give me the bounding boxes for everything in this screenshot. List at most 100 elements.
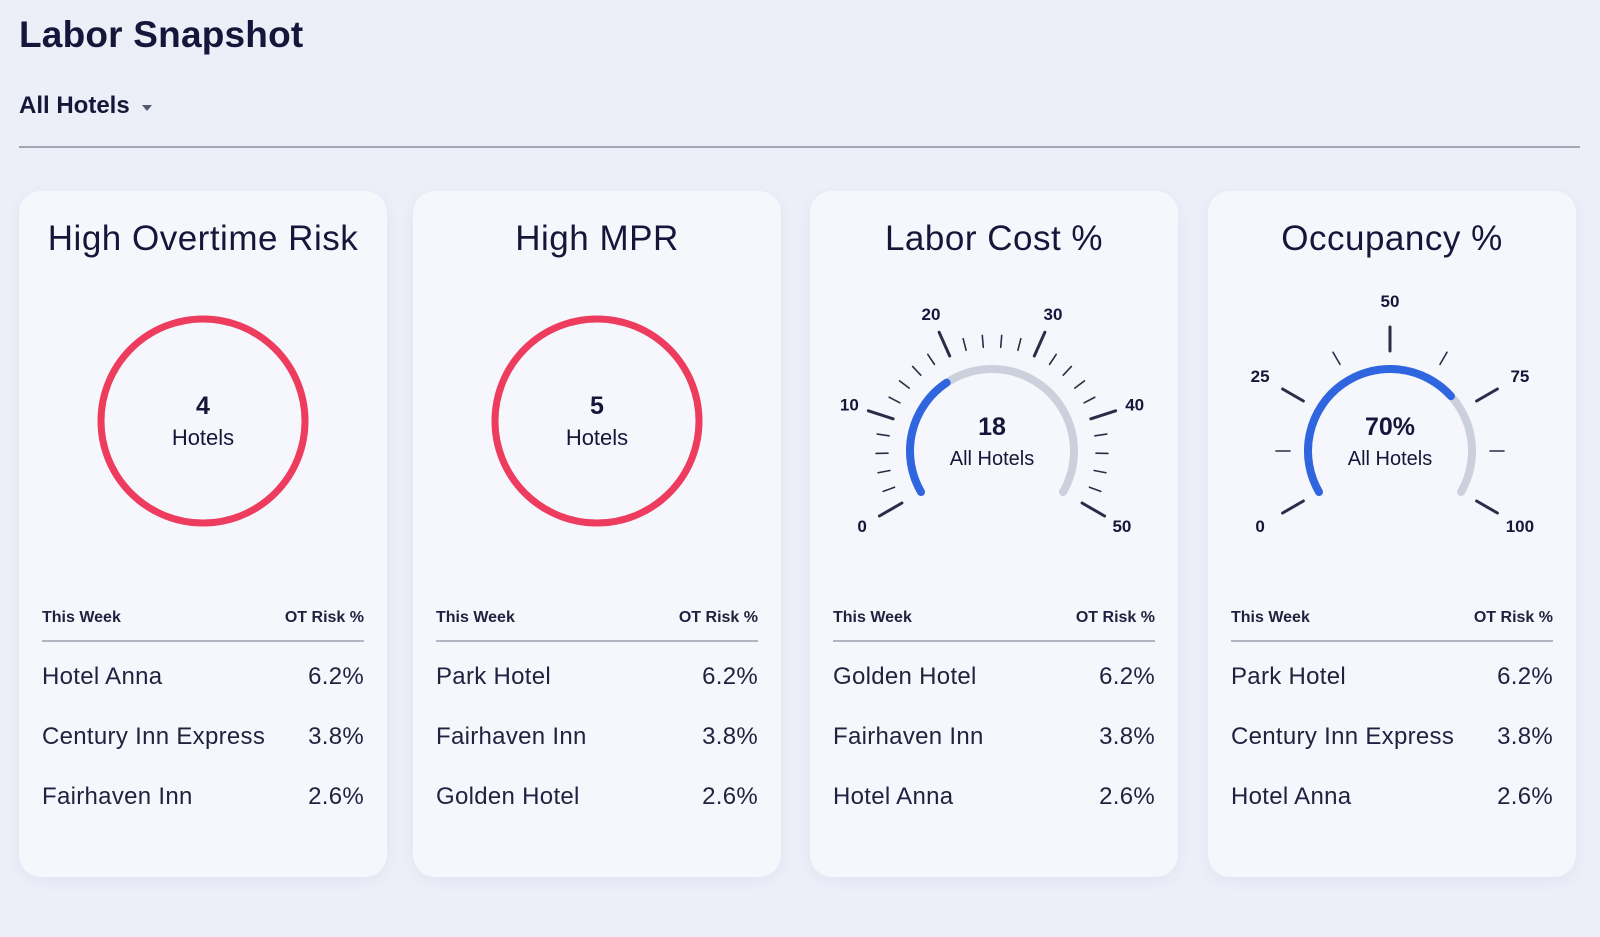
card-title: Labor Cost % [884, 219, 1104, 258]
hotel-value: 3.8% [1497, 723, 1553, 750]
gauge-value: 18 [978, 413, 1006, 441]
table-row: Century Inn Express 3.8% [1231, 723, 1553, 751]
column-this-week: This Week [833, 609, 912, 626]
hotel-name: Fairhaven Inn [42, 783, 193, 810]
table-row: Golden Hotel 2.6% [436, 783, 758, 811]
gauge-minor-tick [1062, 365, 1073, 376]
card-title: Occupancy % [1281, 219, 1503, 258]
gauge-tick-label: 100 [1506, 517, 1534, 536]
gauge-minor-tick [1094, 433, 1108, 437]
column-this-week: This Week [436, 609, 515, 626]
gauge-minor-tick [1048, 353, 1057, 366]
table-divider [1231, 640, 1553, 642]
table-header: This Week OT Risk % [1231, 609, 1553, 627]
hotel-name: Golden Hotel [833, 663, 977, 690]
column-ot-risk: OT Risk % [284, 609, 364, 626]
hotel-name: Hotel Anna [833, 783, 954, 810]
gauge-chart: 50 40 30 20 10 0 18 All Hotels [810, 281, 1178, 561]
hotel-filter-dropdown[interactable]: All Hotels [19, 92, 152, 120]
donut-count-label: Hotels [172, 425, 234, 450]
hotel-value: 6.2% [1099, 663, 1155, 690]
column-ot-risk: OT Risk % [678, 609, 758, 626]
gauge-major-tick [1281, 387, 1305, 403]
table-row: Golden Hotel 6.2% [833, 663, 1155, 691]
gauge-minor-tick [962, 337, 967, 352]
table-row: Park Hotel 6.2% [436, 663, 758, 691]
column-ot-risk: OT Risk % [1473, 609, 1553, 626]
table-divider [42, 640, 364, 642]
hotel-name: Fairhaven Inn [833, 723, 984, 750]
gauge-major-tick [1475, 499, 1499, 515]
table-row: Century Inn Express 3.8% [42, 723, 364, 751]
gauge-major-tick [1032, 330, 1047, 358]
hotel-value: 2.6% [702, 783, 758, 810]
card-high-mpr: High MPR 5 Hotels This Week OT Risk % Pa… [413, 191, 781, 877]
table-row: Hotel Anna 2.6% [833, 783, 1155, 811]
table-row: Park Hotel 6.2% [1231, 663, 1553, 691]
gauge-minor-tick [882, 486, 896, 493]
hotel-name: Park Hotel [1231, 663, 1347, 690]
gauge-minor-tick [1332, 351, 1341, 366]
table-row: Hotel Anna 2.6% [1231, 783, 1553, 811]
card-occupancy: Occupancy % 100 75 50 25 0 70% All Hotels Th… [1208, 191, 1576, 877]
gauge-minor-tick [898, 380, 910, 389]
hotel-value: 6.2% [1497, 663, 1553, 690]
gauge-major-tick [877, 501, 904, 518]
table-divider [833, 640, 1155, 642]
gauge-tick-label: 0 [857, 517, 866, 536]
hotel-filter-label: All Hotels [19, 92, 130, 119]
hotel-name: Fairhaven Inn [436, 723, 587, 750]
gauge-tick-label: 25 [1251, 367, 1270, 386]
header-divider [19, 146, 1580, 148]
gauge-minor-tick [888, 396, 901, 404]
hotel-name: Golden Hotel [436, 783, 580, 810]
column-this-week: This Week [1231, 609, 1310, 626]
hotel-name: Century Inn Express [42, 723, 266, 750]
hotel-value: 3.8% [1099, 723, 1155, 750]
table-header: This Week OT Risk % [436, 609, 758, 627]
gauge-major-tick [1281, 499, 1305, 515]
gauge-value-arc [906, 378, 951, 496]
table-row: Fairhaven Inn 3.8% [436, 723, 758, 751]
hotel-value: 3.8% [308, 723, 364, 750]
table-header: This Week OT Risk % [833, 609, 1155, 627]
hotel-name: Hotel Anna [42, 663, 163, 690]
donut-risk-ring [97, 315, 309, 527]
hotel-name: Hotel Anna [1231, 783, 1352, 810]
page-title: Labor Snapshot [19, 14, 304, 55]
gauge-value-arc [1304, 365, 1455, 496]
hotel-value: 2.6% [308, 783, 364, 810]
gauge-minor-tick [927, 353, 936, 366]
hotel-name: Park Hotel [436, 663, 552, 690]
table-row: Hotel Anna 6.2% [42, 663, 364, 691]
table-header: This Week OT Risk % [42, 609, 364, 627]
gauge-minor-tick [999, 334, 1003, 349]
hotel-name: Century Inn Express [1231, 723, 1455, 750]
gauge-major-tick [1080, 501, 1107, 518]
hotel-value: 2.6% [1497, 783, 1553, 810]
gauge-value: 70% [1365, 413, 1415, 441]
gauge-major-tick [1475, 387, 1499, 403]
card-labor-cost: Labor Cost % 50 40 30 20 10 0 18 All Hotels T… [810, 191, 1178, 877]
table-row: Fairhaven Inn 3.8% [833, 723, 1155, 751]
gauge-minor-tick [876, 433, 890, 437]
gauge-tick-label: 40 [1125, 396, 1144, 415]
table-divider [436, 640, 758, 642]
card-high-overtime-risk: High Overtime Risk 4 Hotels This Week OT… [19, 191, 387, 877]
card-title: High MPR [515, 219, 679, 258]
gauge-major-tick [937, 330, 952, 358]
gauge-minor-tick [1439, 351, 1448, 366]
hotel-value: 3.8% [702, 723, 758, 750]
gauge-tick-label: 50 [1112, 517, 1131, 536]
chevron-down-icon [141, 104, 152, 111]
gauge-minor-tick [911, 365, 922, 376]
column-this-week: This Week [42, 609, 121, 626]
hotel-value: 2.6% [1099, 783, 1155, 810]
gauge-tick-label: 0 [1255, 517, 1264, 536]
gauge-value-label: All Hotels [950, 448, 1034, 470]
gauge-tick-label: 75 [1510, 367, 1529, 386]
gauge-tick-label: 50 [1381, 292, 1400, 311]
hotel-value: 6.2% [308, 663, 364, 690]
gauge-minor-tick [877, 469, 891, 474]
gauge-minor-tick [1083, 396, 1096, 404]
